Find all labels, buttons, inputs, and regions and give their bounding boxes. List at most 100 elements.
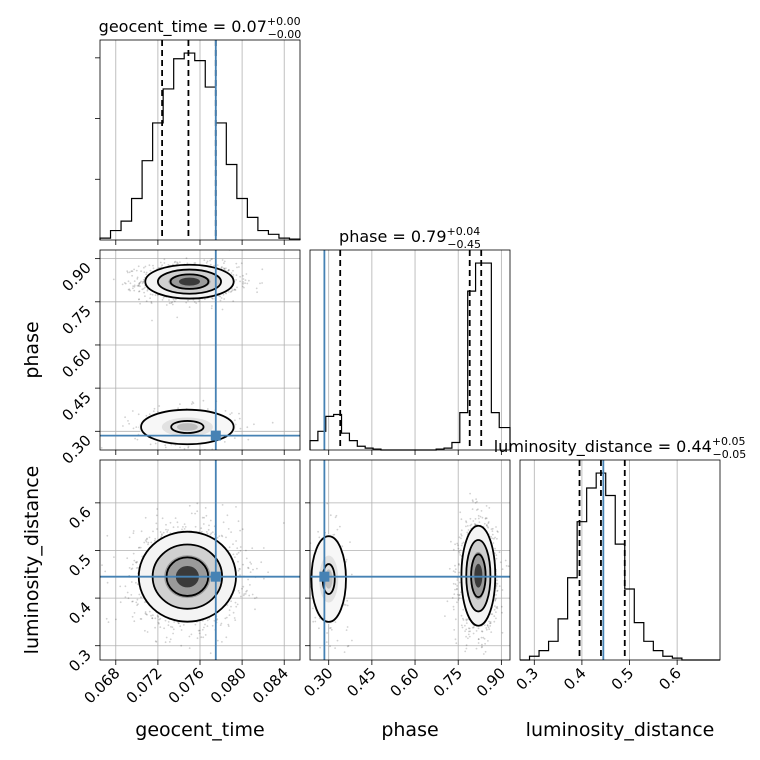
scatter-geocent_time-vs-phase-point (253, 423, 255, 426)
scatter-geocent_time-vs-phase-point (210, 258, 213, 261)
scatter-phase-vs-luminosity_distance-point (452, 608, 455, 611)
scatter-geocent_time-vs-luminosity_distance-point (233, 617, 236, 619)
scatter-geocent_time-vs-phase-point (141, 288, 144, 291)
scatter-phase-vs-luminosity_distance-xtick-label-0: 0.30 (300, 664, 336, 700)
scatter-phase-vs-luminosity_distance-point (334, 516, 337, 519)
scatter-geocent_time-vs-luminosity_distance-point (162, 531, 165, 534)
scatter-geocent_time-vs-luminosity_distance-ytick-label-3: 0.6 (65, 503, 95, 533)
scatter-geocent_time-vs-luminosity_distance-point (221, 641, 223, 643)
scatter-geocent_time-vs-luminosity_distance-point (249, 561, 252, 564)
scatter-phase-vs-luminosity_distance-point (303, 539, 305, 541)
scatter-geocent_time-vs-luminosity_distance-point (239, 574, 241, 576)
scatter-geocent_time-vs-phase-point (187, 299, 189, 302)
scatter-geocent_time-vs-luminosity_distance-point (157, 616, 160, 618)
scatter-phase-vs-luminosity_distance-point (318, 536, 321, 539)
scatter-geocent_time-vs-phase-point (234, 289, 237, 291)
scatter-geocent_time-vs-luminosity_distance-point (248, 594, 251, 597)
scatter-geocent_time-vs-phase-point (195, 302, 198, 304)
scatter-phase-vs-luminosity_distance-point (486, 624, 489, 626)
scatter-geocent_time-vs-phase-point (162, 297, 165, 299)
hist-luminosity_distance-background (520, 460, 720, 660)
scatter-phase-vs-luminosity_distance-point (462, 541, 465, 544)
xlabel-geocent-time: geocent_time (135, 719, 264, 741)
scatter-phase-vs-luminosity_distance-point (479, 669, 481, 671)
scatter-geocent_time-vs-phase-point (186, 262, 189, 265)
scatter-geocent_time-vs-luminosity_distance-point (216, 618, 219, 621)
scatter-phase-vs-luminosity_distance-point (460, 614, 463, 617)
scatter-phase-vs-luminosity_distance-point (329, 627, 331, 629)
scatter-geocent_time-vs-phase-point (144, 265, 147, 268)
scatter-geocent_time-vs-phase-contour-0-2 (169, 273, 210, 290)
scatter-geocent_time-vs-phase-point (208, 453, 210, 455)
scatter-geocent_time-vs-phase-point (244, 279, 247, 282)
scatter-geocent_time-vs-luminosity_distance-point (251, 593, 254, 596)
scatter-phase-vs-luminosity_distance-point (493, 620, 496, 623)
scatter-geocent_time-vs-luminosity_distance-point (230, 600, 233, 603)
scatter-geocent_time-vs-luminosity_distance-point (206, 619, 209, 622)
scatter-geocent_time-vs-luminosity_distance-point (205, 531, 208, 533)
scatter-geocent_time-vs-phase-point (167, 264, 170, 266)
scatter-phase-vs-luminosity_distance-point (314, 616, 317, 619)
scatter-geocent_time-vs-luminosity_distance-point (202, 636, 205, 639)
scatter-phase-vs-luminosity_distance-point (346, 645, 349, 648)
scatter-geocent_time-vs-luminosity_distance-point (188, 635, 191, 638)
scatter-phase-vs-luminosity_distance-point (472, 626, 475, 629)
scatter-geocent_time-vs-luminosity_distance-point (242, 594, 245, 597)
hist-phase-background (310, 250, 510, 450)
scatter-geocent_time-vs-luminosity_distance-point (246, 589, 248, 592)
scatter-geocent_time-vs-phase-point (148, 413, 151, 416)
scatter-phase-vs-luminosity_distance-point (477, 508, 479, 511)
scatter-phase-vs-luminosity_distance-point (461, 626, 464, 629)
scatter-geocent_time-vs-luminosity_distance-point (135, 561, 137, 564)
scatter-phase-vs-luminosity_distance-point (481, 643, 483, 646)
scatter-phase-vs-luminosity_distance-point (490, 631, 493, 633)
scatter-geocent_time-vs-phase-point (138, 290, 140, 293)
scatter-geocent_time-vs-phase-point (177, 262, 179, 265)
scatter-geocent_time-vs-phase-ytick-label-2: 0.60 (58, 345, 94, 381)
scatter-geocent_time-vs-luminosity_distance-point (152, 530, 154, 533)
scatter-geocent_time-vs-phase-point (231, 289, 234, 291)
scatter-geocent_time-vs-phase-point (131, 270, 134, 273)
scatter-phase-vs-luminosity_distance-point (454, 568, 457, 571)
scatter-geocent_time-vs-phase-point (174, 260, 177, 263)
scatter-phase-vs-luminosity_distance-point (496, 605, 499, 608)
scatter-phase-vs-luminosity_distance-point (469, 492, 471, 495)
scatter-geocent_time-vs-phase-point (137, 284, 140, 287)
scatter-phase-vs-luminosity_distance-point (491, 537, 493, 540)
scatter-geocent_time-vs-phase-point (223, 267, 225, 269)
scatter-geocent_time-vs-phase-point (168, 302, 171, 305)
scatter-geocent_time-vs-luminosity_distance-point (236, 603, 239, 606)
scatter-geocent_time-vs-phase-point (216, 264, 219, 266)
scatter-geocent_time-vs-luminosity_distance-point (260, 561, 263, 564)
scatter-geocent_time-vs-luminosity_distance-point (130, 581, 133, 583)
scatter-phase-vs-luminosity_distance-point (486, 525, 489, 528)
scatter-geocent_time-vs-luminosity_distance-point (228, 614, 231, 616)
scatter-geocent_time-vs-phase-point (236, 286, 238, 289)
hist-luminosity_distance-xtick-label-3: 0.6 (655, 664, 685, 694)
scatter-geocent_time-vs-phase-point (163, 258, 166, 261)
scatter-geocent_time-vs-luminosity_distance-point (226, 514, 229, 517)
scatter-geocent_time-vs-luminosity_distance-content (100, 460, 300, 660)
scatter-geocent_time-vs-luminosity_distance-point (172, 628, 175, 631)
scatter-geocent_time-vs-luminosity_distance-point (168, 641, 171, 643)
scatter-geocent_time-vs-luminosity_distance-point (146, 631, 149, 633)
scatter-geocent_time-vs-phase-point (247, 438, 250, 441)
scatter-geocent_time-vs-phase-point (126, 271, 129, 274)
scatter-geocent_time-vs-luminosity_distance-point (282, 522, 285, 524)
scatter-geocent_time-vs-phase-point (205, 262, 208, 264)
scatter-geocent_time-vs-phase-point (152, 410, 155, 413)
hist-geocent_time-title: geocent_time = 0.07+0.00 −0.00 (99, 15, 302, 41)
scatter-geocent_time-vs-phase-point (220, 297, 223, 299)
scatter-phase-vs-luminosity_distance-point (485, 627, 488, 629)
scatter-phase-vs-luminosity_distance-point (467, 637, 469, 640)
scatter-geocent_time-vs-phase-point (150, 302, 153, 305)
scatter-geocent_time-vs-luminosity_distance-point (136, 561, 139, 563)
scatter-geocent_time-vs-luminosity_distance-point (227, 528, 230, 530)
scatter-geocent_time-vs-luminosity_distance-point (163, 627, 166, 630)
scatter-geocent_time-vs-luminosity_distance-point (263, 577, 265, 580)
scatter-geocent_time-vs-phase-point (227, 269, 230, 272)
scatter-geocent_time-vs-luminosity_distance-point (227, 623, 230, 626)
scatter-phase-vs-luminosity_distance-point (329, 514, 332, 517)
scatter-geocent_time-vs-luminosity_distance-point (234, 601, 237, 604)
scatter-phase-vs-luminosity_distance-point (495, 598, 497, 600)
